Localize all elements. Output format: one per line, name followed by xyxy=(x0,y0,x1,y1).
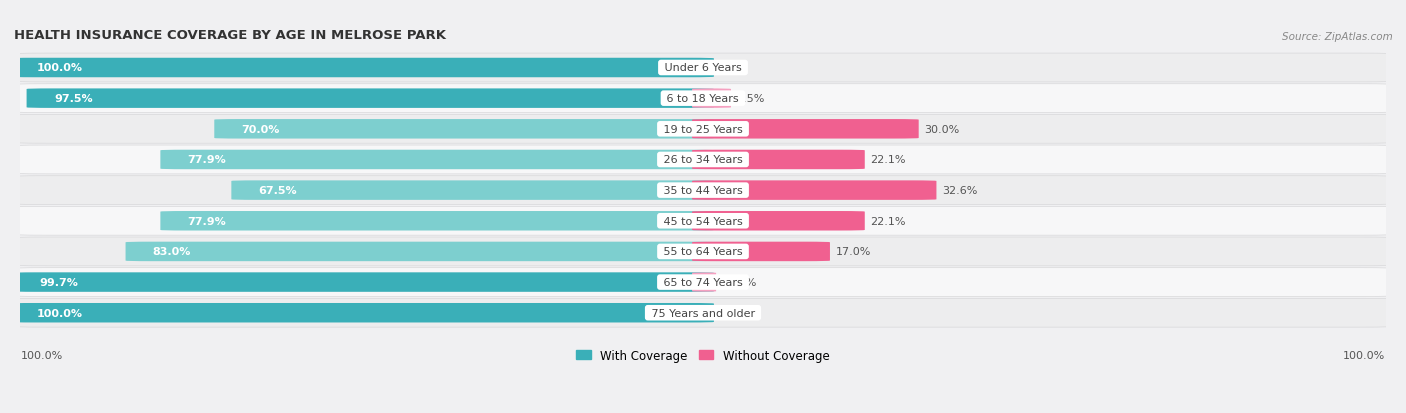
Text: 77.9%: 77.9% xyxy=(187,216,226,226)
Text: 35 to 44 Years: 35 to 44 Years xyxy=(659,186,747,196)
Text: 99.7%: 99.7% xyxy=(39,278,77,287)
FancyBboxPatch shape xyxy=(7,299,1399,328)
Text: Source: ZipAtlas.com: Source: ZipAtlas.com xyxy=(1282,32,1392,42)
Text: 22.1%: 22.1% xyxy=(870,155,905,165)
FancyBboxPatch shape xyxy=(10,59,714,78)
Text: 100.0%: 100.0% xyxy=(1343,350,1385,360)
FancyBboxPatch shape xyxy=(692,120,918,139)
Text: 0.0%: 0.0% xyxy=(720,63,748,74)
FancyBboxPatch shape xyxy=(692,89,731,109)
Text: 30.0%: 30.0% xyxy=(924,124,959,135)
FancyBboxPatch shape xyxy=(7,54,1399,83)
FancyBboxPatch shape xyxy=(160,150,714,170)
Text: 0.32%: 0.32% xyxy=(721,278,756,287)
Text: 77.9%: 77.9% xyxy=(187,155,226,165)
FancyBboxPatch shape xyxy=(232,181,714,200)
Text: 26 to 34 Years: 26 to 34 Years xyxy=(659,155,747,165)
Text: 97.5%: 97.5% xyxy=(53,94,93,104)
Text: 67.5%: 67.5% xyxy=(259,186,297,196)
FancyBboxPatch shape xyxy=(692,211,865,231)
FancyBboxPatch shape xyxy=(692,181,936,200)
Text: 55 to 64 Years: 55 to 64 Years xyxy=(659,247,747,257)
Legend: With Coverage, Without Coverage: With Coverage, Without Coverage xyxy=(572,344,834,366)
FancyBboxPatch shape xyxy=(692,150,865,170)
Text: Under 6 Years: Under 6 Years xyxy=(661,63,745,74)
Text: 17.0%: 17.0% xyxy=(835,247,870,257)
FancyBboxPatch shape xyxy=(7,268,1399,297)
Text: 22.1%: 22.1% xyxy=(870,216,905,226)
Text: 32.6%: 32.6% xyxy=(942,186,977,196)
Text: 2.5%: 2.5% xyxy=(737,94,765,104)
FancyBboxPatch shape xyxy=(7,207,1399,235)
Text: 100.0%: 100.0% xyxy=(21,350,63,360)
FancyBboxPatch shape xyxy=(10,303,714,323)
Text: 75 Years and older: 75 Years and older xyxy=(648,308,758,318)
FancyBboxPatch shape xyxy=(160,211,714,231)
FancyBboxPatch shape xyxy=(7,176,1399,205)
FancyBboxPatch shape xyxy=(7,237,1399,266)
FancyBboxPatch shape xyxy=(7,115,1399,144)
Text: 0.0%: 0.0% xyxy=(720,308,748,318)
Text: 65 to 74 Years: 65 to 74 Years xyxy=(659,278,747,287)
FancyBboxPatch shape xyxy=(7,146,1399,174)
Text: 100.0%: 100.0% xyxy=(37,63,83,74)
Text: 19 to 25 Years: 19 to 25 Years xyxy=(659,124,747,135)
Text: HEALTH INSURANCE COVERAGE BY AGE IN MELROSE PARK: HEALTH INSURANCE COVERAGE BY AGE IN MELR… xyxy=(14,29,446,42)
FancyBboxPatch shape xyxy=(7,85,1399,113)
FancyBboxPatch shape xyxy=(692,273,717,292)
FancyBboxPatch shape xyxy=(125,242,714,261)
Text: 6 to 18 Years: 6 to 18 Years xyxy=(664,94,742,104)
FancyBboxPatch shape xyxy=(11,273,714,292)
Text: 70.0%: 70.0% xyxy=(242,124,280,135)
Text: 45 to 54 Years: 45 to 54 Years xyxy=(659,216,747,226)
FancyBboxPatch shape xyxy=(692,242,830,261)
FancyBboxPatch shape xyxy=(214,120,714,139)
FancyBboxPatch shape xyxy=(27,89,714,109)
Text: 83.0%: 83.0% xyxy=(153,247,191,257)
Text: 100.0%: 100.0% xyxy=(37,308,83,318)
